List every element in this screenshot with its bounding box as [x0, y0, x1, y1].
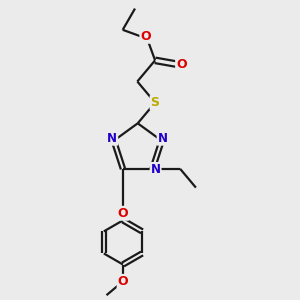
Text: O: O	[176, 58, 187, 71]
Text: N: N	[151, 163, 160, 176]
Text: N: N	[158, 132, 168, 145]
Text: N: N	[107, 132, 117, 145]
Text: O: O	[140, 30, 151, 43]
Text: S: S	[151, 96, 160, 109]
Text: O: O	[118, 275, 128, 288]
Text: O: O	[118, 207, 128, 220]
